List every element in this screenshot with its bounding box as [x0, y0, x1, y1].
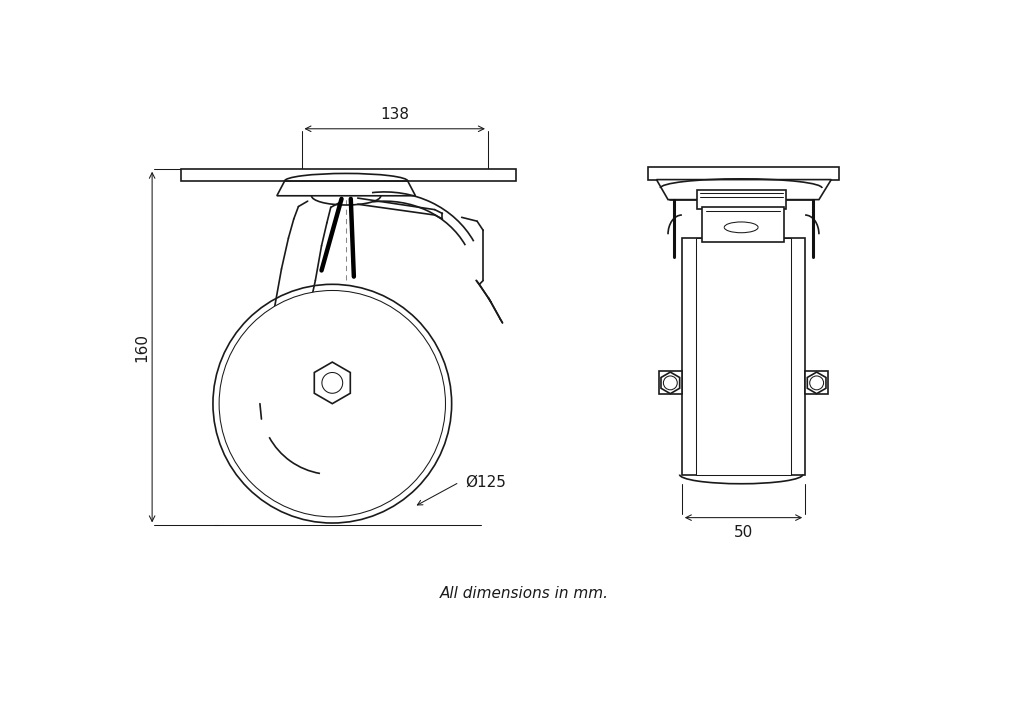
- Circle shape: [664, 376, 677, 390]
- Polygon shape: [682, 238, 805, 475]
- Polygon shape: [180, 169, 515, 181]
- Circle shape: [322, 372, 343, 393]
- Text: Ø125: Ø125: [466, 475, 507, 490]
- Polygon shape: [807, 372, 826, 394]
- Polygon shape: [658, 372, 682, 395]
- Polygon shape: [697, 191, 785, 209]
- Text: 160: 160: [134, 332, 150, 362]
- Polygon shape: [648, 168, 839, 179]
- Polygon shape: [701, 207, 783, 242]
- Polygon shape: [662, 372, 680, 394]
- Polygon shape: [656, 179, 831, 200]
- Circle shape: [810, 376, 823, 390]
- Polygon shape: [314, 362, 350, 404]
- Polygon shape: [276, 181, 416, 196]
- Circle shape: [213, 285, 452, 523]
- Polygon shape: [805, 372, 828, 395]
- Circle shape: [219, 290, 445, 517]
- Polygon shape: [695, 238, 792, 475]
- Text: 138: 138: [380, 107, 410, 122]
- Text: 50: 50: [734, 524, 753, 540]
- Text: All dimensions in mm.: All dimensions in mm.: [440, 586, 609, 601]
